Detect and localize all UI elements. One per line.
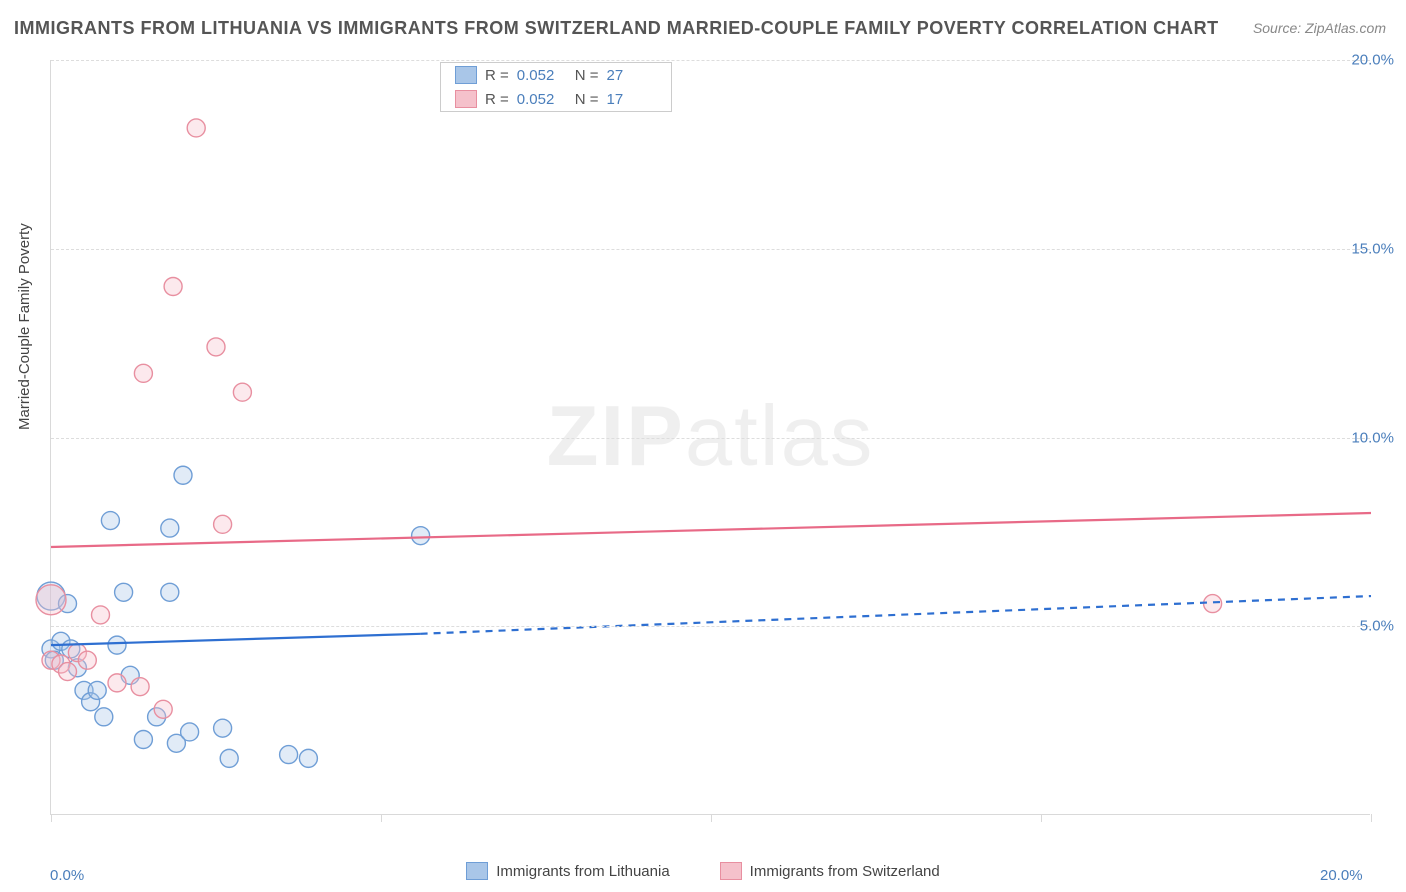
legend-n-value: 17	[607, 91, 657, 108]
trend-line	[51, 513, 1371, 547]
data-point-switzerland	[78, 651, 96, 669]
data-point-switzerland	[164, 278, 182, 296]
source-attribution: Source: ZipAtlas.com	[1253, 20, 1386, 36]
legend-series-label: Immigrants from Switzerland	[750, 863, 940, 880]
data-point-switzerland	[59, 663, 77, 681]
y-tick-label: 20.0%	[1351, 52, 1394, 69]
x-tick	[1371, 814, 1372, 822]
data-point-switzerland	[154, 700, 172, 718]
x-tick	[51, 814, 52, 822]
data-point-switzerland	[134, 364, 152, 382]
legend-swatch	[466, 862, 488, 880]
data-point-lithuania	[108, 636, 126, 654]
chart-plot-area: ZIPatlas	[50, 60, 1370, 815]
data-point-switzerland	[207, 338, 225, 356]
data-point-lithuania	[115, 583, 133, 601]
legend-series-label: Immigrants from Lithuania	[496, 863, 669, 880]
legend-series: Immigrants from Lithuania Immigrants from…	[0, 862, 1406, 880]
data-point-switzerland	[214, 515, 232, 533]
data-point-switzerland	[233, 383, 251, 401]
legend-series-item-switzerland: Immigrants from Switzerland	[720, 862, 940, 880]
data-point-lithuania	[161, 583, 179, 601]
chart-title: IMMIGRANTS FROM LITHUANIA VS IMMIGRANTS …	[14, 18, 1219, 39]
legend-swatch	[720, 862, 742, 880]
gridline	[51, 60, 1370, 61]
data-point-lithuania	[299, 749, 317, 767]
x-tick	[711, 814, 712, 822]
x-tick-label: 20.0%	[1320, 867, 1363, 884]
legend-r-value: 0.052	[517, 91, 567, 108]
y-tick-label: 10.0%	[1351, 429, 1394, 446]
data-point-switzerland	[92, 606, 110, 624]
data-point-switzerland	[187, 119, 205, 137]
legend-r-label: R =	[485, 91, 509, 108]
trend-line	[421, 596, 1371, 634]
legend-n-value: 27	[607, 67, 657, 84]
data-point-switzerland	[131, 678, 149, 696]
trend-line	[51, 634, 421, 645]
legend-n-label: N =	[575, 67, 599, 84]
legend-stat-row-switzerland: R = 0.052 N = 17	[441, 87, 671, 111]
data-point-lithuania	[88, 681, 106, 699]
legend-swatch	[455, 66, 477, 84]
data-point-lithuania	[174, 466, 192, 484]
data-point-lithuania	[181, 723, 199, 741]
legend-stat-row-lithuania: R = 0.052 N = 27	[441, 63, 671, 87]
data-point-switzerland	[108, 674, 126, 692]
x-tick-label: 0.0%	[50, 867, 84, 884]
legend-correlation-box: R = 0.052 N = 27 R = 0.052 N = 17	[440, 62, 672, 112]
legend-series-item-lithuania: Immigrants from Lithuania	[466, 862, 669, 880]
y-tick-label: 5.0%	[1360, 618, 1394, 635]
legend-r-value: 0.052	[517, 67, 567, 84]
data-point-lithuania	[161, 519, 179, 537]
gridline	[51, 438, 1370, 439]
data-point-lithuania	[214, 719, 232, 737]
y-tick-label: 15.0%	[1351, 240, 1394, 257]
data-point-switzerland	[36, 585, 66, 615]
gridline	[51, 626, 1370, 627]
legend-swatch	[455, 90, 477, 108]
data-point-lithuania	[134, 731, 152, 749]
data-point-lithuania	[220, 749, 238, 767]
y-axis-label: Married-Couple Family Poverty	[16, 223, 33, 430]
data-point-lithuania	[101, 512, 119, 530]
legend-r-label: R =	[485, 67, 509, 84]
legend-n-label: N =	[575, 91, 599, 108]
data-point-lithuania	[280, 746, 298, 764]
x-tick	[381, 814, 382, 822]
gridline	[51, 249, 1370, 250]
data-point-lithuania	[412, 527, 430, 545]
data-point-lithuania	[95, 708, 113, 726]
x-tick	[1041, 814, 1042, 822]
